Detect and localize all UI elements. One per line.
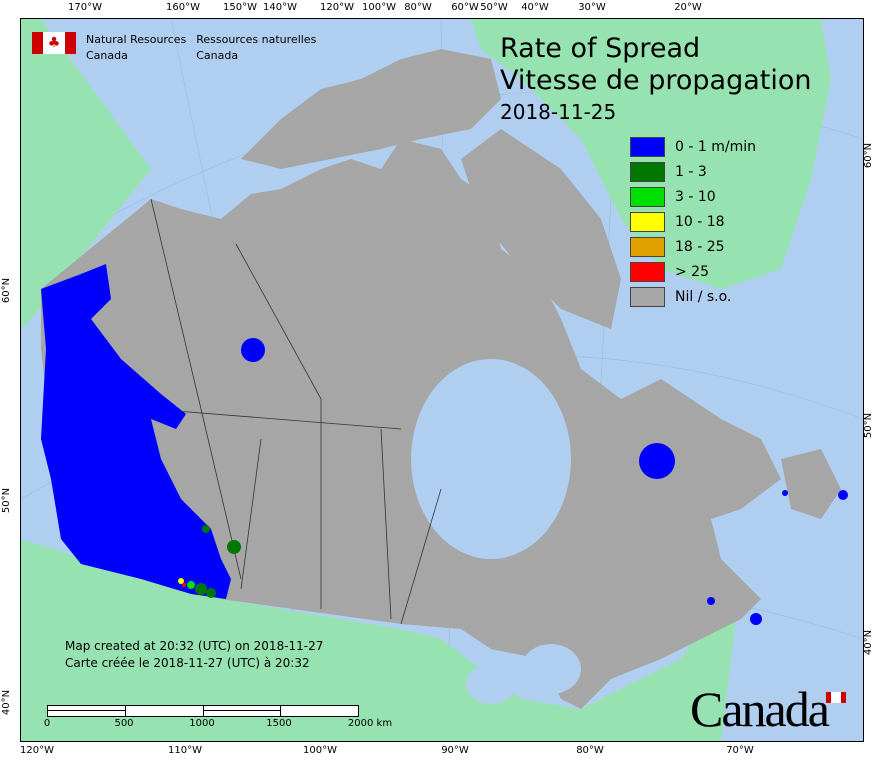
- newfoundland: [781, 449, 841, 519]
- legend-label: 3 - 10: [675, 188, 716, 205]
- map-frame: [20, 18, 864, 742]
- legend-swatch: [630, 261, 665, 282]
- tick-label: 80°W: [404, 2, 432, 13]
- legend-swatch: [630, 286, 665, 307]
- scale-label: 2000 km: [347, 718, 393, 729]
- tick-label: 60°N: [1, 277, 13, 304]
- map: [21, 19, 863, 741]
- tick-label: 20°W: [674, 2, 702, 13]
- legend-label: 1 - 3: [675, 163, 707, 180]
- nrcan-logo: ♣ Natural Resources Canada Ressources nat…: [32, 32, 316, 64]
- tick-label: 100°W: [303, 745, 337, 756]
- legend-swatch: [630, 161, 665, 182]
- legend-item: 3 - 10: [630, 184, 756, 209]
- tick-label: 50°W: [480, 2, 508, 13]
- tick-label: 160°W: [166, 2, 200, 13]
- canada-wordmark: Canada: [690, 681, 830, 737]
- legend-label: Nil / s.o.: [675, 288, 732, 305]
- legend-item: 18 - 25: [630, 234, 756, 259]
- hudson-bay: [411, 359, 571, 559]
- title-fr: Vitesse de propagation: [500, 65, 812, 96]
- tick-label: 90°W: [441, 745, 469, 756]
- tick-label: 150°W: [223, 2, 257, 13]
- agency-en-2: Canada: [86, 49, 128, 62]
- tick-label: 100°W: [362, 2, 396, 13]
- canada-flag-icon: ♣: [32, 32, 76, 54]
- legend-label: 10 - 18: [675, 213, 725, 230]
- tick-label: 40°N: [1, 689, 13, 716]
- map-date: 2018-11-25: [500, 100, 617, 124]
- usa: [21, 539, 741, 741]
- tick-label: 50°N: [863, 412, 875, 439]
- fire-area-east: [707, 490, 848, 625]
- legend-item: > 25: [630, 259, 756, 284]
- title-en: Rate of Spread: [500, 33, 701, 64]
- legend-label: 18 - 25: [675, 238, 725, 255]
- tick-label: 110°W: [168, 745, 202, 756]
- fire-area-3-10: [187, 581, 195, 589]
- legend-swatch: [630, 211, 665, 232]
- legend-swatch: [630, 236, 665, 257]
- fire-area-10-18: [178, 578, 184, 584]
- tick-label: 40°N: [863, 629, 875, 656]
- agency-fr: Ressources naturelles: [196, 33, 317, 46]
- tick-label: 60°N: [863, 142, 875, 169]
- credit-en: Map created at 20:32 (UTC) on 2018-11-27: [65, 639, 324, 653]
- map-title: Rate of Spread Vitesse de propagation: [500, 33, 812, 97]
- legend-label: > 25: [675, 263, 709, 280]
- legend-item: 10 - 18: [630, 209, 756, 234]
- tick-label: 60°W: [451, 2, 479, 13]
- legend: 0 - 1 m/min 1 - 3 3 - 10 10 - 18 18 - 25 > 25…: [630, 134, 756, 309]
- tick-label: 120°W: [20, 745, 54, 756]
- fire-area-0-1: [41, 264, 231, 599]
- canada: [41, 139, 781, 709]
- fire-area-1-3: [195, 525, 241, 598]
- legend-swatch: [630, 186, 665, 207]
- credit: Map created at 20:32 (UTC) on 2018-11-27…: [65, 638, 323, 672]
- scale-label: 0: [43, 718, 51, 729]
- scale-label: 1500: [266, 718, 292, 729]
- credit-fr: Carte créée le 2018-11-27 (UTC) à 20:32: [65, 656, 310, 670]
- fire-area-gt25: [182, 583, 186, 587]
- tick-label: 30°W: [578, 2, 606, 13]
- tick-label: 70°W: [726, 745, 754, 756]
- legend-item: Nil / s.o.: [630, 284, 756, 309]
- canada-flag-icon: [826, 692, 846, 703]
- agency-fr-2: Canada: [196, 49, 239, 62]
- tick-label: 140°W: [263, 2, 297, 13]
- legend-label: 0 - 1 m/min: [675, 138, 756, 155]
- legend-item: 0 - 1 m/min: [630, 134, 756, 159]
- fire-area-circle: [639, 443, 675, 479]
- great-lakes: [521, 644, 581, 694]
- tick-label: 80°W: [576, 745, 604, 756]
- scale-label: 1000: [189, 718, 215, 729]
- tick-label: 120°W: [320, 2, 354, 13]
- fire-area-circle: [241, 338, 265, 362]
- scale-label: 500: [114, 718, 134, 729]
- legend-item: 1 - 3: [630, 159, 756, 184]
- tick-label: 170°W: [68, 2, 102, 13]
- arctic-islands: [241, 49, 501, 169]
- baffin-island: [461, 129, 621, 329]
- tick-label: 50°N: [1, 487, 13, 514]
- alaska: [21, 19, 151, 329]
- legend-swatch: [630, 136, 665, 157]
- scale-bar: [47, 705, 359, 717]
- agency-en: Natural Resources: [86, 33, 187, 46]
- tick-label: 40°W: [521, 2, 549, 13]
